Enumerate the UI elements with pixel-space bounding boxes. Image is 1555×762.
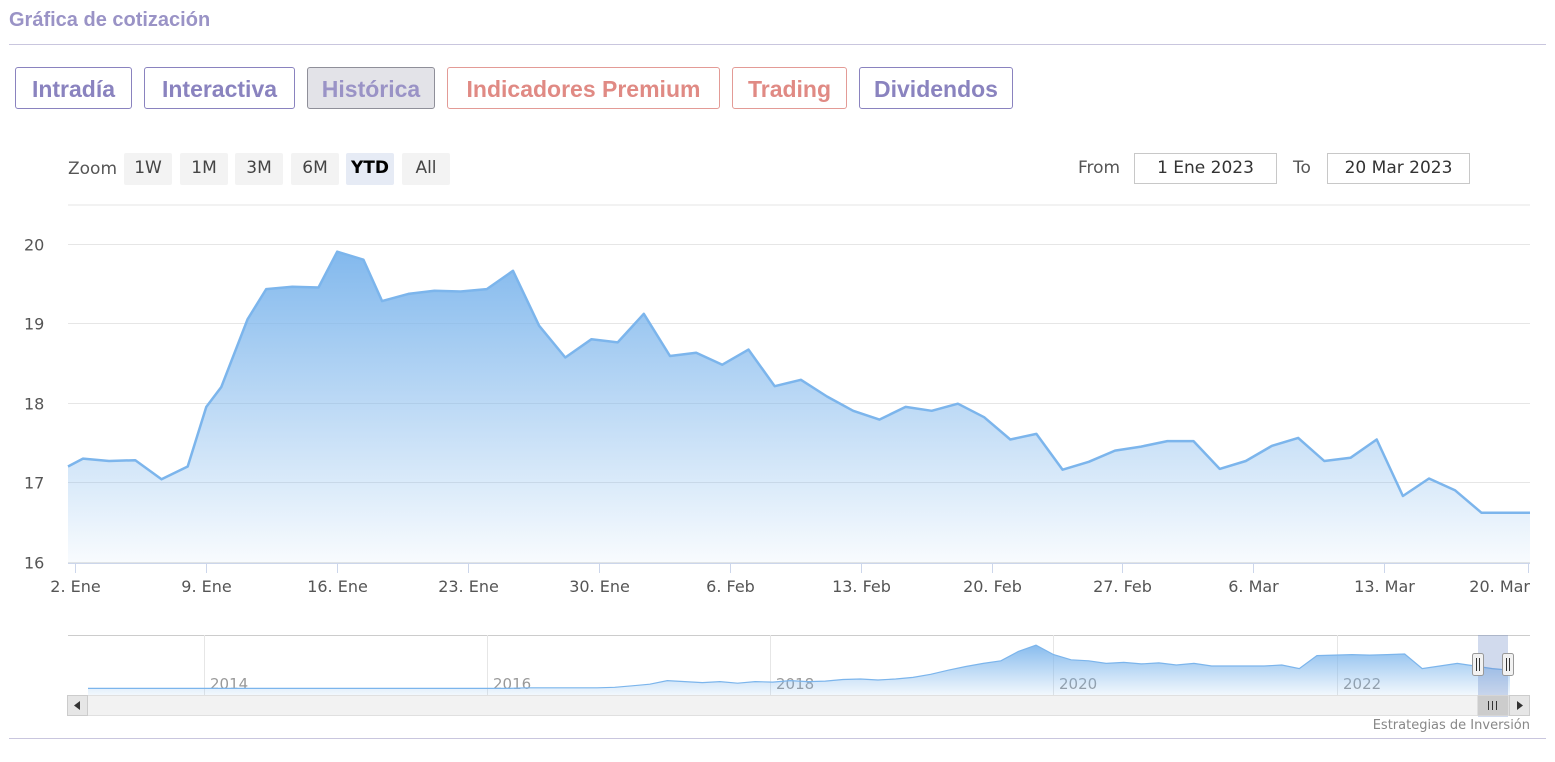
page-title: Gráfica de cotización xyxy=(9,9,211,31)
to-date-input[interactable]: 20 Mar 2023 xyxy=(1327,153,1470,184)
from-date-input[interactable]: 1 Ene 2023 xyxy=(1134,153,1277,184)
zoom-1m-button[interactable]: 1M xyxy=(180,153,228,185)
navigator-handle[interactable] xyxy=(1502,653,1514,676)
x-tick-label: 16. Ene xyxy=(307,577,368,596)
y-tick-label: 19 xyxy=(24,315,44,334)
scrollbar-track xyxy=(67,695,1530,716)
from-label: From xyxy=(1078,158,1121,178)
navigator-area xyxy=(88,645,1510,695)
zoom-6m-button[interactable]: 6M xyxy=(291,153,339,185)
zoom-3m-button[interactable]: 3M xyxy=(235,153,283,185)
x-tick-label: 20. Feb xyxy=(963,577,1022,596)
bottom-divider xyxy=(9,738,1546,739)
scroll-right-icon xyxy=(1517,701,1523,710)
x-tick-label: 9. Ene xyxy=(181,577,231,596)
y-tick-label: 17 xyxy=(24,474,44,493)
tab-dividendos[interactable]: Dividendos xyxy=(859,67,1013,109)
tab-intradia[interactable]: Intradía xyxy=(15,67,132,109)
y-tick-label: 18 xyxy=(24,395,44,414)
x-tick-label: 20. Mar xyxy=(1469,577,1530,596)
y-tick-label: 16 xyxy=(24,554,44,573)
x-tick-label: 13. Feb xyxy=(832,577,891,596)
x-tick-label: 27. Feb xyxy=(1093,577,1152,596)
title-divider xyxy=(9,44,1546,45)
x-tick-label: 30. Ene xyxy=(569,577,630,596)
chart-credits: Estrategias de Inversión xyxy=(1372,718,1530,733)
tab-interactiva[interactable]: Interactiva xyxy=(144,67,295,109)
x-tick-label: 6. Mar xyxy=(1228,577,1279,596)
zoom-1w-button[interactable]: 1W xyxy=(124,153,172,185)
x-tick-label: 2. Ene xyxy=(50,577,100,596)
x-tick-label: 23. Ene xyxy=(438,577,499,596)
x-tick-label: 6. Feb xyxy=(706,577,755,596)
tab-historica[interactable]: Histórica xyxy=(307,67,435,109)
zoom-all-button[interactable]: All xyxy=(402,153,450,185)
zoom-label: Zoom xyxy=(68,159,118,179)
tab-indicadores-premium[interactable]: Indicadores Premium xyxy=(447,67,720,109)
scroll-left-icon xyxy=(74,701,80,710)
series-line xyxy=(67,250,1530,514)
y-tick-label: 20 xyxy=(24,236,44,255)
navigator-line xyxy=(88,644,1511,689)
to-label: To xyxy=(1293,158,1311,178)
tab-trading[interactable]: Trading xyxy=(732,67,847,109)
navigator-handle[interactable] xyxy=(1472,653,1484,676)
series-area xyxy=(68,251,1530,563)
zoom-ytd-button[interactable]: YTD xyxy=(346,153,394,185)
x-tick-label: 13. Mar xyxy=(1354,577,1415,596)
